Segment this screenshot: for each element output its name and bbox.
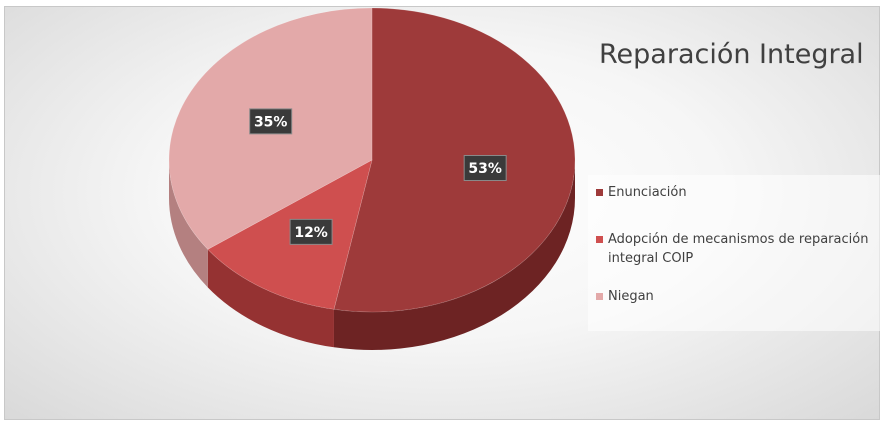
data-label-text-2: 35% <box>254 114 288 130</box>
data-label-1: 12% <box>289 218 333 245</box>
data-label-box-1 <box>289 218 333 245</box>
data-label-0: 53% <box>463 155 507 182</box>
chart-area: 53% 12% 35% Reparación Integral Enunciació… <box>4 6 884 420</box>
legend: Enunciación Adopción de mecanismos de re… <box>588 175 884 331</box>
legend-swatch-niegan <box>596 293 603 300</box>
legend-label-adopcion: Adopción de mecanismos de reparación int… <box>608 232 869 266</box>
chart-title: Reparación Integral <box>599 39 864 70</box>
pie-sides <box>169 160 575 350</box>
legend-item-adopcion: Adopción de mecanismos de reparación int… <box>596 230 878 268</box>
legend-swatch-adopcion <box>596 236 603 243</box>
data-label-box-2 <box>249 108 293 135</box>
legend-label-niegan: Niegan <box>608 289 654 304</box>
data-label-text-0: 53% <box>468 161 502 177</box>
legend-swatch-enunciacion <box>596 189 603 196</box>
pie-side-1 <box>207 249 334 348</box>
data-label-text-1: 12% <box>294 225 328 241</box>
legend-item-niegan: Niegan <box>596 287 878 306</box>
legend-label-enunciacion: Enunciación <box>608 185 687 200</box>
legend-item-enunciacion: Enunciación <box>596 183 878 202</box>
pie-side-0 <box>333 160 575 350</box>
pie-chart: 53% 12% 35% <box>168 7 576 350</box>
pie-slice-0 <box>333 7 576 313</box>
data-label-2: 35% <box>249 108 293 135</box>
pie-side-2 <box>169 160 208 288</box>
data-label-box-0 <box>463 155 507 182</box>
